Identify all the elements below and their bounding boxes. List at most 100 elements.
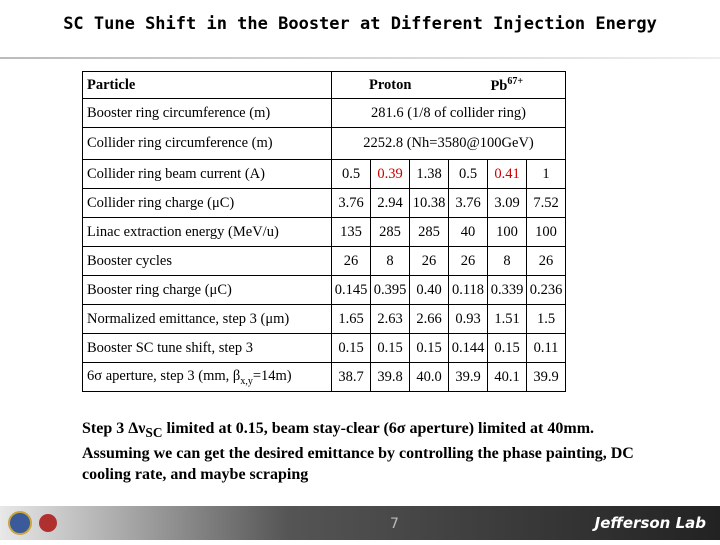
header-cell: Proton <box>331 71 449 99</box>
label-text: Booster SC tune shift, step 3 <box>87 339 253 356</box>
value-cell: 0.145 <box>331 275 371 305</box>
note-sub: SC <box>145 425 163 441</box>
note-text: limited at 0.15, beam stay-clear (6σ ape… <box>82 420 634 484</box>
value-cell: 2.63 <box>370 304 410 334</box>
value-cell: 0.236 <box>526 275 566 305</box>
value-cell: 0.93 <box>448 304 488 334</box>
value-cell: 135 <box>331 217 371 247</box>
value-cell: 100 <box>487 217 527 247</box>
row-label: Booster cycles <box>82 246 332 276</box>
table-row: 6σ aperture, step 3 (mm, βx,y=14m) 38.7 39… <box>82 362 566 392</box>
label-text: =14m) <box>252 367 292 384</box>
label-text: Collider ring circumference (m) <box>87 135 273 151</box>
value-cell: 0.339 <box>487 275 527 305</box>
value-cell: 0.15 <box>331 333 371 363</box>
value-cell: 2.66 <box>409 304 449 334</box>
header-cell: Pb67+ <box>448 71 566 99</box>
span-cell: 281.6 (1/8 of collider ring) <box>331 98 566 128</box>
value-cell: 0.395 <box>370 275 410 305</box>
value-cell: 1.5 <box>526 304 566 334</box>
value-cell: 100 <box>526 217 566 247</box>
value-cell: 1.51 <box>487 304 527 334</box>
header-text: Pb <box>490 77 508 94</box>
value-cell: 7.52 <box>526 188 566 218</box>
footer-bar <box>0 506 720 540</box>
value-cell: 0.40 <box>409 275 449 305</box>
value-cell: 2.94 <box>370 188 410 218</box>
value-cell: 285 <box>370 217 410 247</box>
title-rule <box>0 57 720 59</box>
value-cell: 0.39 <box>370 159 410 189</box>
table-row: Collider ring charge (μC) 3.76 2.94 10.38 3.… <box>82 188 566 218</box>
row-label: Booster ring charge (μC) <box>82 275 332 305</box>
table-row: Booster cycles 26 8 26 26 8 26 <box>82 246 566 276</box>
row-label: 6σ aperture, step 3 (mm, βx,y=14m) <box>82 362 332 392</box>
label-sub: x,y <box>240 375 253 387</box>
value-cell: 0.15 <box>409 333 449 363</box>
value-cell: 8 <box>487 246 527 276</box>
value-cell: 0.41 <box>487 159 527 189</box>
table-row: Normalized emittance, step 3 (μm) 1.65 2.6… <box>82 304 566 334</box>
value-cell: 1 <box>526 159 566 189</box>
table-row: Booster ring charge (μC) 0.145 0.395 0.40 0.… <box>82 275 566 305</box>
value-cell: 3.76 <box>448 188 488 218</box>
value-cell: 26 <box>526 246 566 276</box>
value-cell: 10.38 <box>409 188 449 218</box>
table-row: Booster ring circumference (m) 281.6 (1/8… <box>82 98 566 128</box>
row-label: Collider ring charge (μC) <box>82 188 332 218</box>
header-sup: 67+ <box>507 75 524 87</box>
value-cell: 0.11 <box>526 333 566 363</box>
value-cell: 0.15 <box>370 333 410 363</box>
value-cell: 39.9 <box>526 362 566 392</box>
table-row: Collider ring circumference (m) 2252.8 (N… <box>82 127 566 160</box>
logo-text: Jefferson Lab <box>594 514 706 532</box>
value-cell: 8 <box>370 246 410 276</box>
label-text: Collider ring charge (μC) <box>87 194 235 211</box>
page-number: 7 <box>390 516 399 532</box>
value-cell: 0.15 <box>487 333 527 363</box>
value-cell: 0.118 <box>448 275 488 305</box>
table-row: Booster SC tune shift, step 3 0.15 0.15 0.1… <box>82 333 566 363</box>
label-text: Booster cycles <box>87 252 172 269</box>
note-text: Step 3 Δν <box>82 420 146 437</box>
value-cell: 38.7 <box>331 362 371 392</box>
row-label: Collider ring beam current (A) <box>82 159 332 189</box>
value-cell: 285 <box>409 217 449 247</box>
header-cell: Particle <box>82 71 332 99</box>
label-text: Booster ring charge (μC) <box>87 281 232 298</box>
value-cell: 26 <box>331 246 371 276</box>
note: Step 3 ΔνSC limited at 0.15, beam stay-c… <box>82 418 642 485</box>
label-text: Booster ring circumference (m) <box>87 104 271 121</box>
value-cell: 26 <box>448 246 488 276</box>
slide-title: SC Tune Shift in the Booster at Differen… <box>63 14 657 34</box>
logos <box>8 511 57 535</box>
row-label: Booster SC tune shift, step 3 <box>82 333 332 363</box>
span-cell: 2252.8 (Nh=3580@100GeV) <box>331 127 566 160</box>
label-text: Collider ring beam current (A) <box>87 165 265 182</box>
value-cell: 39.9 <box>448 362 488 392</box>
value-cell: 40.1 <box>487 362 527 392</box>
value-cell: 0.144 <box>448 333 488 363</box>
value-cell: 40.0 <box>409 362 449 392</box>
row-label: Collider ring circumference (m) <box>82 127 332 160</box>
data-table: Particle Proton Pb67+ Booster ring circumfe… <box>82 71 566 392</box>
table-row: Collider ring beam current (A) 0.5 0.39 1.3… <box>82 159 566 189</box>
value-cell: 26 <box>409 246 449 276</box>
row-label: Normalized emittance, step 3 (μm) <box>82 304 332 334</box>
label-text: Normalized emittance, step 3 (μm) <box>87 310 290 327</box>
row-label: Booster ring circumference (m) <box>82 98 332 128</box>
value-cell: 0.5 <box>448 159 488 189</box>
table-row: Linac extraction energy (MeV/u) 135 285 285… <box>82 217 566 247</box>
value-cell: 1.65 <box>331 304 371 334</box>
label-text: 6σ aperture, step 3 (mm, β <box>87 367 241 384</box>
value-cell: 40 <box>448 217 488 247</box>
value-cell: 3.76 <box>331 188 371 218</box>
value-cell: 3.09 <box>487 188 527 218</box>
label-text: Linac extraction energy (MeV/u) <box>87 223 279 240</box>
header-row: Particle Proton Pb67+ <box>82 71 566 99</box>
value-cell: 39.8 <box>370 362 410 392</box>
value-cell: 1.38 <box>409 159 449 189</box>
value-cell: 0.5 <box>331 159 371 189</box>
row-label: Linac extraction energy (MeV/u) <box>82 217 332 247</box>
